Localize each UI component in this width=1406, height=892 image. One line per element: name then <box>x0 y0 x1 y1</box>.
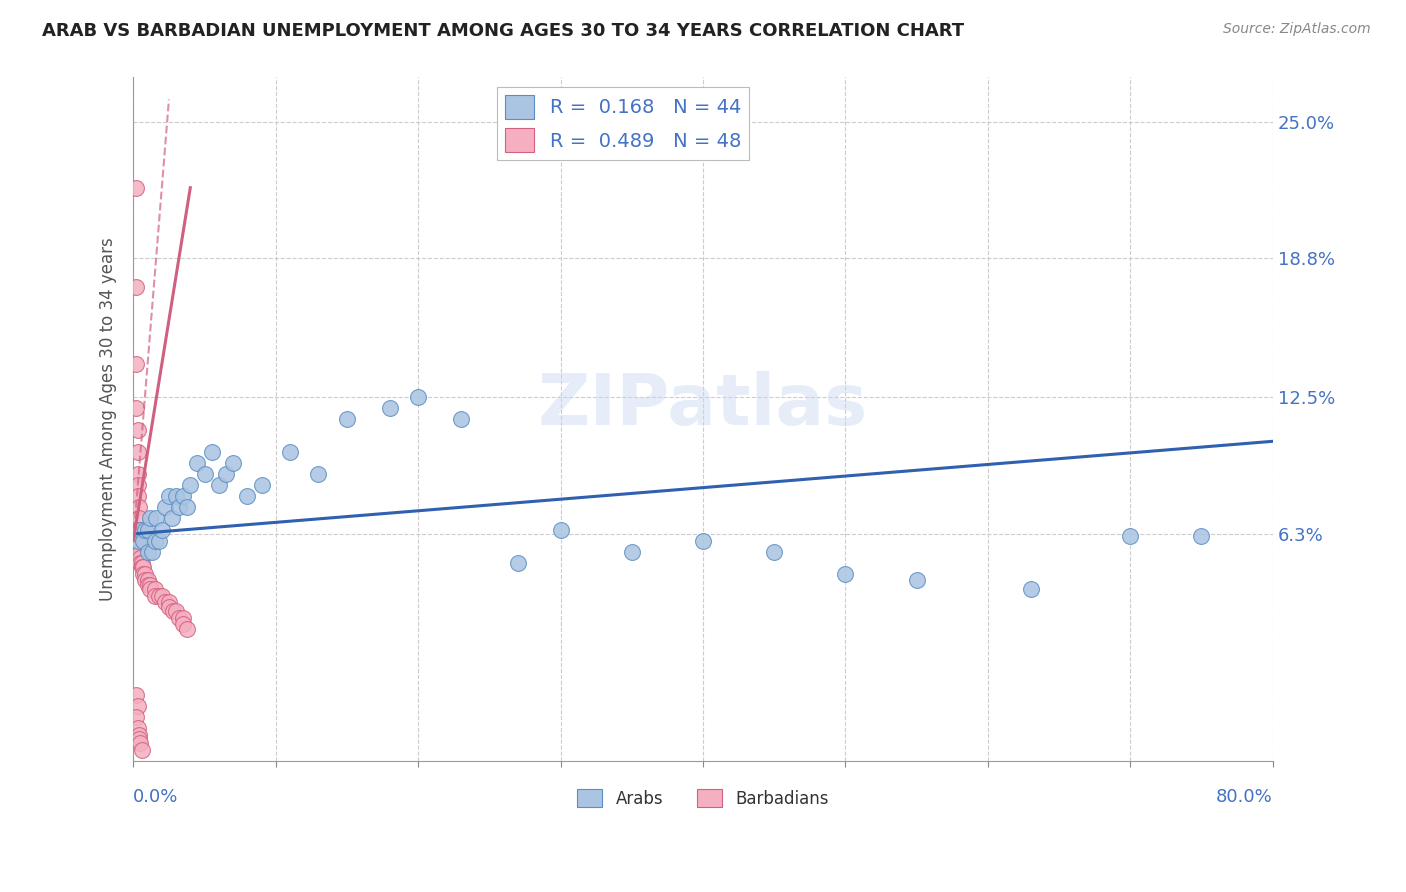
Point <box>125 280 148 294</box>
Point <box>127 698 149 713</box>
Point <box>157 599 180 614</box>
Point <box>143 582 166 596</box>
Point <box>145 511 167 525</box>
Point <box>127 467 149 482</box>
Point <box>1119 529 1142 543</box>
Point <box>186 456 208 470</box>
Point <box>172 490 194 504</box>
Point <box>127 490 149 504</box>
Point <box>201 445 224 459</box>
Point <box>143 589 166 603</box>
Point <box>176 622 198 636</box>
Text: 0.0%: 0.0% <box>134 788 179 805</box>
Text: ZIPatlas: ZIPatlas <box>538 371 868 440</box>
Point <box>139 511 162 525</box>
Point <box>136 523 159 537</box>
Point <box>406 390 429 404</box>
Point <box>450 412 472 426</box>
Point <box>160 511 183 525</box>
Point <box>172 617 194 632</box>
Point <box>506 556 529 570</box>
Point <box>125 710 148 724</box>
Point <box>125 688 148 702</box>
Point <box>129 538 152 552</box>
Point <box>150 523 173 537</box>
Point <box>150 589 173 603</box>
Point <box>132 560 155 574</box>
Legend: Arabs, Barbadians: Arabs, Barbadians <box>571 783 835 814</box>
Point <box>1019 582 1042 596</box>
Point <box>550 523 572 537</box>
Point <box>278 445 301 459</box>
Point <box>139 577 162 591</box>
Point <box>167 500 190 515</box>
Point <box>153 500 176 515</box>
Point <box>127 533 149 548</box>
Point <box>165 490 187 504</box>
Point <box>127 423 149 437</box>
Point <box>125 180 148 194</box>
Point <box>153 595 176 609</box>
Point <box>129 556 152 570</box>
Point <box>308 467 330 482</box>
Point <box>128 533 150 548</box>
Point <box>131 560 153 574</box>
Point <box>250 478 273 492</box>
Point <box>208 478 231 492</box>
Point <box>129 736 152 750</box>
Point <box>136 544 159 558</box>
Point <box>763 544 786 558</box>
Point <box>134 523 156 537</box>
Point <box>125 357 148 371</box>
Point <box>128 523 150 537</box>
Point <box>136 573 159 587</box>
Point <box>179 478 201 492</box>
Point <box>136 577 159 591</box>
Point <box>132 533 155 548</box>
Point <box>132 566 155 581</box>
Point <box>143 533 166 548</box>
Point <box>131 556 153 570</box>
Point <box>129 523 152 537</box>
Point <box>129 551 152 566</box>
Point <box>127 445 149 459</box>
Point <box>834 566 856 581</box>
Y-axis label: Unemployment Among Ages 30 to 34 years: Unemployment Among Ages 30 to 34 years <box>100 237 117 601</box>
Point <box>127 721 149 735</box>
Point <box>236 490 259 504</box>
Point <box>167 611 190 625</box>
Point <box>148 589 170 603</box>
Point <box>165 604 187 618</box>
Point <box>215 467 238 482</box>
Point <box>176 500 198 515</box>
Point <box>692 533 714 548</box>
Text: 80.0%: 80.0% <box>1216 788 1272 805</box>
Point <box>162 604 184 618</box>
Point <box>172 611 194 625</box>
Point <box>128 732 150 747</box>
Point <box>134 573 156 587</box>
Point <box>148 533 170 548</box>
Point <box>157 490 180 504</box>
Text: ARAB VS BARBADIAN UNEMPLOYMENT AMONG AGES 30 TO 34 YEARS CORRELATION CHART: ARAB VS BARBADIAN UNEMPLOYMENT AMONG AGE… <box>42 22 965 40</box>
Text: Source: ZipAtlas.com: Source: ZipAtlas.com <box>1223 22 1371 37</box>
Point <box>127 478 149 492</box>
Point <box>141 544 163 558</box>
Point <box>378 401 401 416</box>
Point <box>222 456 245 470</box>
Point <box>131 743 153 757</box>
Point <box>1191 529 1213 543</box>
Point <box>336 412 359 426</box>
Point <box>139 582 162 596</box>
Point <box>125 401 148 416</box>
Point <box>193 467 215 482</box>
Point <box>128 728 150 742</box>
Point <box>905 573 928 587</box>
Point <box>157 595 180 609</box>
Point <box>129 544 152 558</box>
Point <box>134 566 156 581</box>
Point <box>128 500 150 515</box>
Point <box>128 511 150 525</box>
Point <box>620 544 643 558</box>
